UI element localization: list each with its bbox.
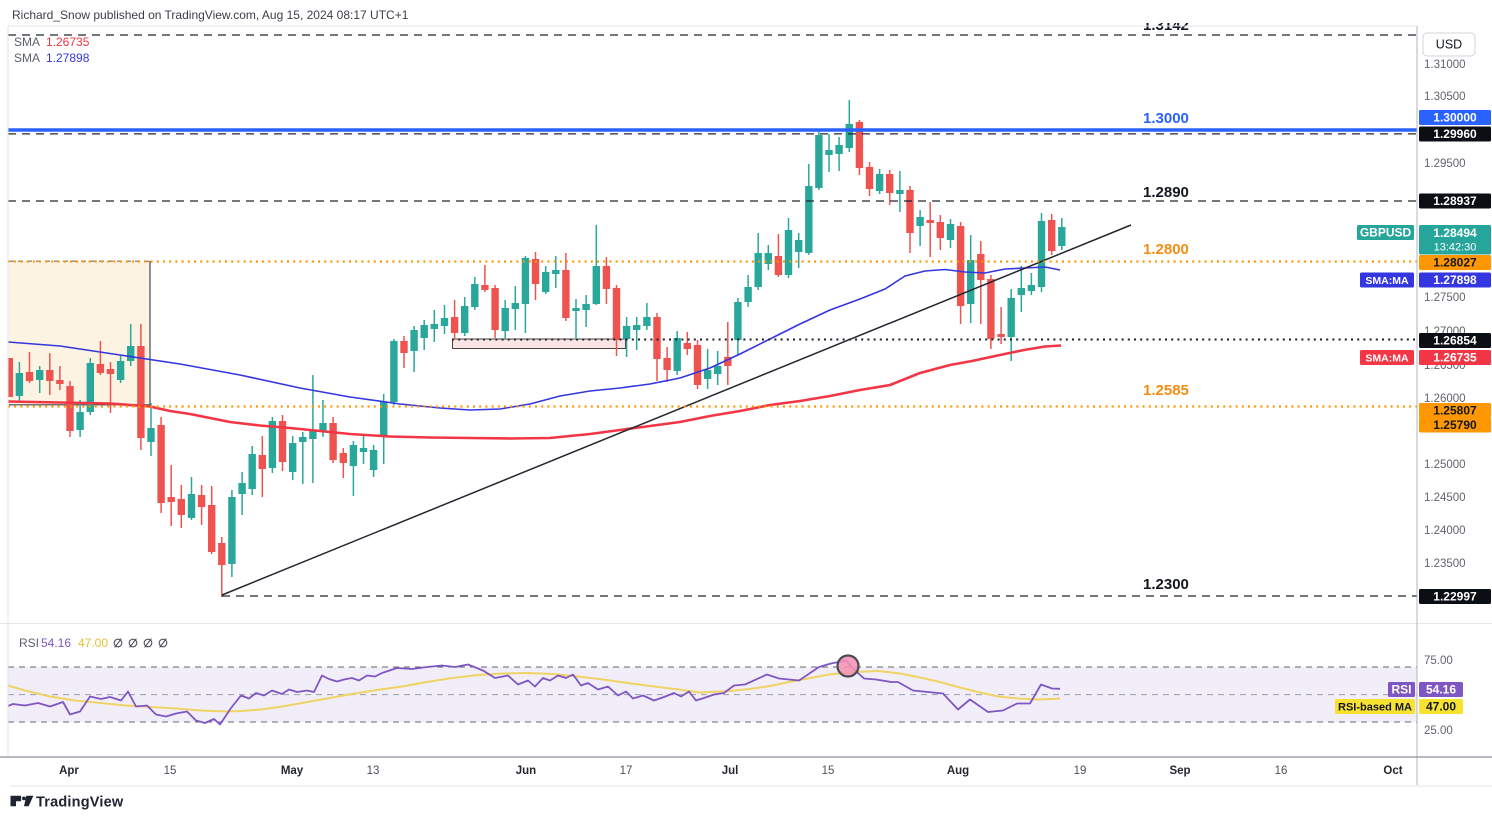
svg-text:1.30500: 1.30500 bbox=[1424, 91, 1466, 103]
svg-text:17: 17 bbox=[620, 765, 633, 777]
svg-text:1.24000: 1.24000 bbox=[1424, 525, 1466, 537]
svg-text:1.28937: 1.28937 bbox=[1433, 194, 1477, 208]
svg-text:1.2800: 1.2800 bbox=[1143, 241, 1189, 258]
svg-text:1.25790: 1.25790 bbox=[1433, 418, 1477, 432]
svg-text:1.30000: 1.30000 bbox=[1433, 111, 1477, 125]
svg-text:1.2585: 1.2585 bbox=[1143, 382, 1189, 399]
svg-text:SMA:MA: SMA:MA bbox=[1365, 353, 1409, 365]
svg-text:1.26000: 1.26000 bbox=[1424, 393, 1466, 405]
svg-text:TradingView: TradingView bbox=[36, 795, 124, 811]
svg-text:19: 19 bbox=[1074, 765, 1087, 777]
svg-text:1.27898: 1.27898 bbox=[1433, 273, 1477, 287]
svg-text:Jun: Jun bbox=[516, 765, 536, 777]
svg-text:15: 15 bbox=[164, 765, 177, 777]
svg-text:GBPUSD: GBPUSD bbox=[1360, 226, 1412, 240]
svg-text:25.00: 25.00 bbox=[1424, 725, 1453, 737]
svg-text:1.24500: 1.24500 bbox=[1424, 492, 1466, 504]
svg-text:15: 15 bbox=[822, 765, 835, 777]
svg-text:1.3000: 1.3000 bbox=[1143, 110, 1189, 127]
svg-text:Aug: Aug bbox=[947, 765, 969, 777]
svg-text:Sep: Sep bbox=[1169, 765, 1190, 777]
svg-text:1.27898: 1.27898 bbox=[46, 51, 90, 65]
svg-text:47.00: 47.00 bbox=[1426, 700, 1456, 714]
svg-text:1.25807: 1.25807 bbox=[1433, 404, 1477, 418]
svg-text:Richard_Snow published on Trad: Richard_Snow published on TradingView.co… bbox=[12, 8, 409, 22]
svg-text:USD: USD bbox=[1436, 38, 1462, 52]
svg-text:Apr: Apr bbox=[59, 765, 79, 777]
svg-text:1.28027: 1.28027 bbox=[1433, 256, 1477, 270]
svg-text:54.16: 54.16 bbox=[1426, 683, 1456, 697]
svg-text:1.29960: 1.29960 bbox=[1433, 127, 1477, 141]
svg-text:1.28494: 1.28494 bbox=[1433, 226, 1477, 240]
svg-text:Oct: Oct bbox=[1383, 765, 1402, 777]
svg-text:1.25000: 1.25000 bbox=[1424, 459, 1466, 471]
svg-text:RSI: RSI bbox=[1391, 683, 1411, 697]
svg-text:1.31000: 1.31000 bbox=[1424, 59, 1466, 71]
svg-text:1.23500: 1.23500 bbox=[1424, 558, 1466, 570]
svg-text:13:42:30: 13:42:30 bbox=[1434, 242, 1477, 254]
svg-text:1.26854: 1.26854 bbox=[1433, 334, 1477, 348]
svg-text:May: May bbox=[281, 765, 304, 777]
svg-text:75.00: 75.00 bbox=[1424, 655, 1453, 667]
svg-text:54.16: 54.16 bbox=[41, 636, 71, 650]
svg-text:SMA:MA: SMA:MA bbox=[1365, 275, 1409, 287]
svg-text:13: 13 bbox=[367, 765, 380, 777]
svg-text:Jul: Jul bbox=[722, 765, 739, 777]
svg-text:SMA: SMA bbox=[14, 35, 40, 49]
svg-text:1.27500: 1.27500 bbox=[1424, 292, 1466, 304]
svg-text:1.2890: 1.2890 bbox=[1143, 184, 1189, 201]
svg-text:47.00: 47.00 bbox=[78, 636, 108, 650]
svg-text:RSI: RSI bbox=[19, 636, 39, 650]
svg-text:1.26735: 1.26735 bbox=[1433, 351, 1477, 365]
svg-text:RSI-based MA: RSI-based MA bbox=[1338, 702, 1412, 714]
svg-text:1.26735: 1.26735 bbox=[46, 35, 90, 49]
svg-text:1.2300: 1.2300 bbox=[1143, 576, 1189, 593]
svg-text:1.29500: 1.29500 bbox=[1424, 158, 1466, 170]
svg-text:1.22997: 1.22997 bbox=[1433, 590, 1477, 604]
svg-text:16: 16 bbox=[1275, 765, 1288, 777]
svg-text:SMA: SMA bbox=[14, 51, 40, 65]
